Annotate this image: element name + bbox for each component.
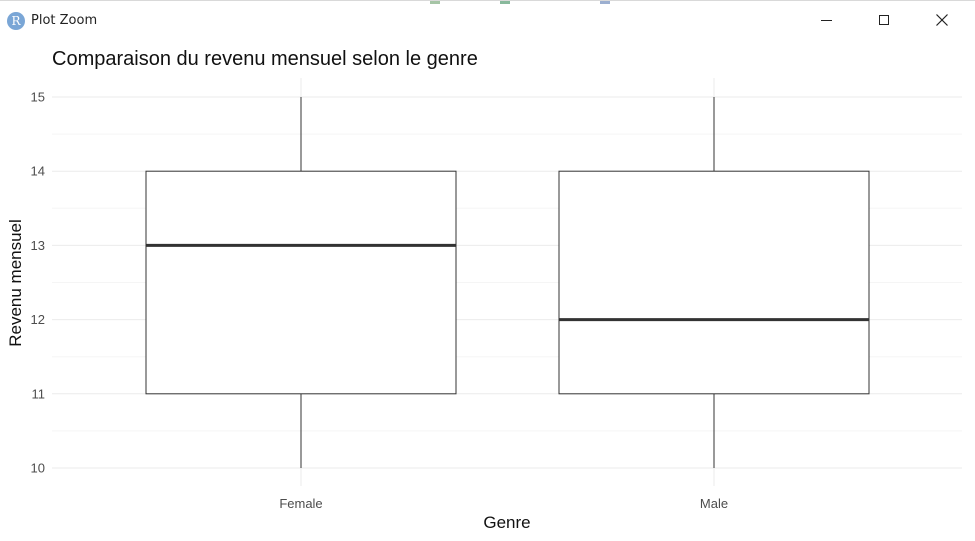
box-iqr [145,170,457,395]
y-tick-label: 15 [31,90,45,105]
minimize-icon [820,19,832,21]
minimize-button[interactable] [797,1,855,39]
close-icon [936,14,948,26]
y-tick-label: 12 [31,312,45,327]
y-tick-label: 14 [31,164,45,179]
chart-title: Comparaison du revenu mensuel selon le g… [52,48,478,70]
x-tick-label: Female [279,496,322,511]
r-logo-icon: R [7,12,25,30]
x-axis-title: Genre [483,513,530,532]
window-title: Plot Zoom [31,13,98,28]
y-tick-label: 10 [31,461,45,476]
y-tick-label: 13 [31,238,45,253]
maximize-button[interactable] [855,1,913,39]
y-axis-title: Revenu mensuel [6,219,25,347]
box-iqr [558,170,870,395]
maximize-icon [879,15,889,25]
box-layer [145,97,870,468]
title-bar[interactable]: R Plot Zoom [0,1,975,39]
label-layer: 10 11 12 13 14 15 Female Male [31,90,729,512]
y-tick-label: 11 [32,386,46,401]
close-button[interactable] [913,1,971,39]
x-tick-label: Male [700,496,728,511]
background-window-strip [430,1,830,4]
